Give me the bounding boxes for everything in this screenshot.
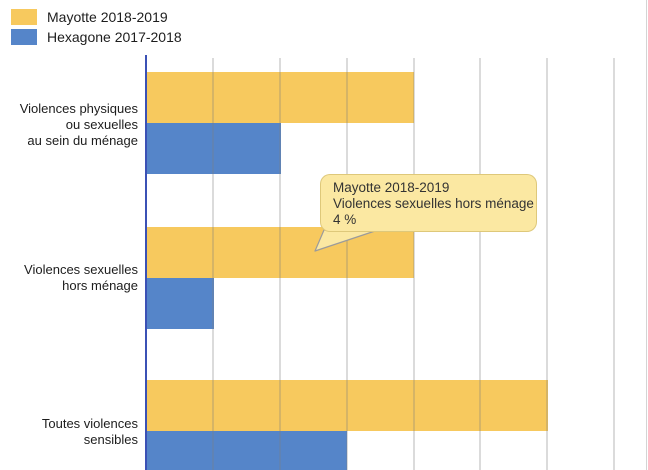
tooltip-tail-shape — [314, 229, 379, 252]
frame-edge — [646, 0, 647, 470]
tooltip-value: 4 % — [333, 212, 357, 227]
bar-mayotte-2[interactable] — [147, 380, 548, 431]
tooltip: Mayotte 2018-2019 Violences sexuelles ho… — [320, 174, 537, 232]
gridline — [479, 58, 482, 470]
legend-label-mayotte: Mayotte 2018-2019 — [47, 9, 168, 25]
category-label-1: Violences sexuelles hors ménage — [24, 262, 138, 293]
tooltip-category: Violences sexuelles hors ménage — [333, 196, 534, 211]
category-label-2: Toutes violences sensibles — [41, 415, 138, 447]
bar-mayotte-1[interactable] — [147, 226, 414, 278]
gridline — [546, 58, 548, 470]
legend-label-hexagone: Hexagone 2017-2018 — [47, 29, 182, 45]
tooltip-series: Mayotte 2018-2019 — [333, 180, 450, 195]
gridline — [612, 58, 615, 470]
legend: Mayotte 2018-2019 Hexagone 2017-2018 — [11, 9, 182, 49]
legend-item-mayotte[interactable]: Mayotte 2018-2019 — [11, 9, 182, 25]
gridline — [412, 58, 415, 470]
bar-hexagone-2[interactable] — [147, 431, 348, 470]
legend-item-hexagone[interactable]: Hexagone 2017-2018 — [11, 29, 182, 45]
legend-swatch-hexagone — [11, 29, 37, 45]
category-label-0: Violences physiques ou sexuelles au sein d… — [19, 100, 138, 148]
bar-hexagone-0[interactable] — [147, 123, 281, 174]
bar-hexagone-1[interactable] — [147, 277, 214, 329]
legend-swatch-mayotte — [11, 9, 37, 25]
gridline — [345, 58, 348, 470]
gridline — [279, 58, 281, 470]
y-axis-line — [145, 55, 147, 470]
gridline — [212, 58, 215, 470]
bar-mayotte-0[interactable] — [147, 72, 414, 123]
